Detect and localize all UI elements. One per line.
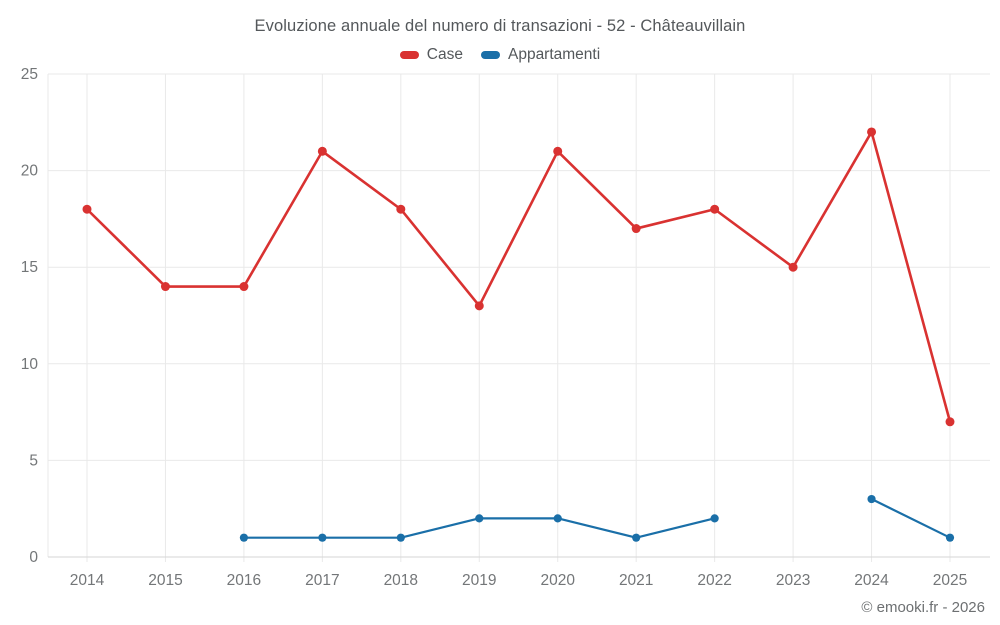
copyright-credit: © emooki.fr - 2026 <box>861 599 985 616</box>
series-case-line <box>85 130 952 424</box>
legend-item-case[interactable]: Case <box>399 46 463 64</box>
y-tick-label: 25 <box>21 66 38 83</box>
x-tick-label: 2023 <box>776 572 810 589</box>
data-point-appartamenti-2019 <box>475 514 484 523</box>
y-tick-label: 15 <box>21 259 38 276</box>
x-tick-label: 2020 <box>540 572 575 589</box>
gridlines <box>47 73 990 562</box>
data-point-appartamenti-2021 <box>632 533 641 542</box>
data-point-appartamenti-2022 <box>710 514 719 523</box>
data-point-appartamenti-2024 <box>867 494 876 504</box>
data-point-case-2020 <box>553 146 563 156</box>
x-tick-label: 2025 <box>933 572 967 589</box>
x-tick-label: 2021 <box>619 572 653 589</box>
x-tick-label: 2022 <box>697 572 731 589</box>
data-point-case-2016 <box>239 282 249 292</box>
data-point-case-2014 <box>82 204 92 214</box>
legend-label: Case <box>426 46 463 63</box>
y-tick-label: 0 <box>29 549 38 566</box>
y-tick-label: 20 <box>21 163 39 180</box>
x-tick-label: 2018 <box>384 572 418 589</box>
y-tick-label: 10 <box>21 356 39 373</box>
data-point-case-2022 <box>710 204 720 214</box>
legend-swatch-case <box>399 51 419 59</box>
data-point-appartamenti-2018 <box>396 533 405 542</box>
x-tick-label: 2024 <box>854 572 889 589</box>
data-point-case-2021 <box>631 224 641 234</box>
x-tick-label: 2019 <box>462 572 496 589</box>
x-tick-label: 2014 <box>70 572 105 589</box>
data-point-case-2023 <box>788 262 798 272</box>
data-point-appartamenti-2016 <box>239 533 249 542</box>
y-axis-labels: 0 5 10 15 20 25 <box>21 66 39 566</box>
data-point-appartamenti-2017 <box>318 533 327 542</box>
legend-swatch-appartamenti <box>480 51 500 59</box>
legend-label: Appartamenti <box>507 46 601 63</box>
data-point-case-2019 <box>474 301 484 311</box>
x-tick-label: 2016 <box>227 572 261 589</box>
data-point-case-2018 <box>396 204 406 214</box>
chart-legend: Case Appartamenti <box>0 46 1000 64</box>
x-tick-label: 2017 <box>305 572 339 589</box>
data-point-case-2017 <box>317 146 327 156</box>
data-point-case-2025 <box>945 417 955 427</box>
x-axis-labels: 2014 2015 2016 2017 2018 2019 2020 2021 2022 2023… <box>70 572 967 589</box>
x-tick-label: 2015 <box>148 572 182 589</box>
chart-title: Evoluzione annuale del numero di transaz… <box>254 17 746 35</box>
data-point-case-2024 <box>867 127 877 137</box>
series-case <box>82 127 955 427</box>
data-point-case-2015 <box>160 282 170 292</box>
series-appartamenti-line <box>870 497 952 539</box>
y-tick-label: 5 <box>29 452 38 469</box>
series-appartamenti <box>239 494 955 542</box>
legend-item-appartamenti[interactable]: Appartamenti <box>480 46 601 64</box>
data-point-appartamenti-2020 <box>553 514 562 523</box>
data-point-appartamenti-2025 <box>945 533 955 542</box>
